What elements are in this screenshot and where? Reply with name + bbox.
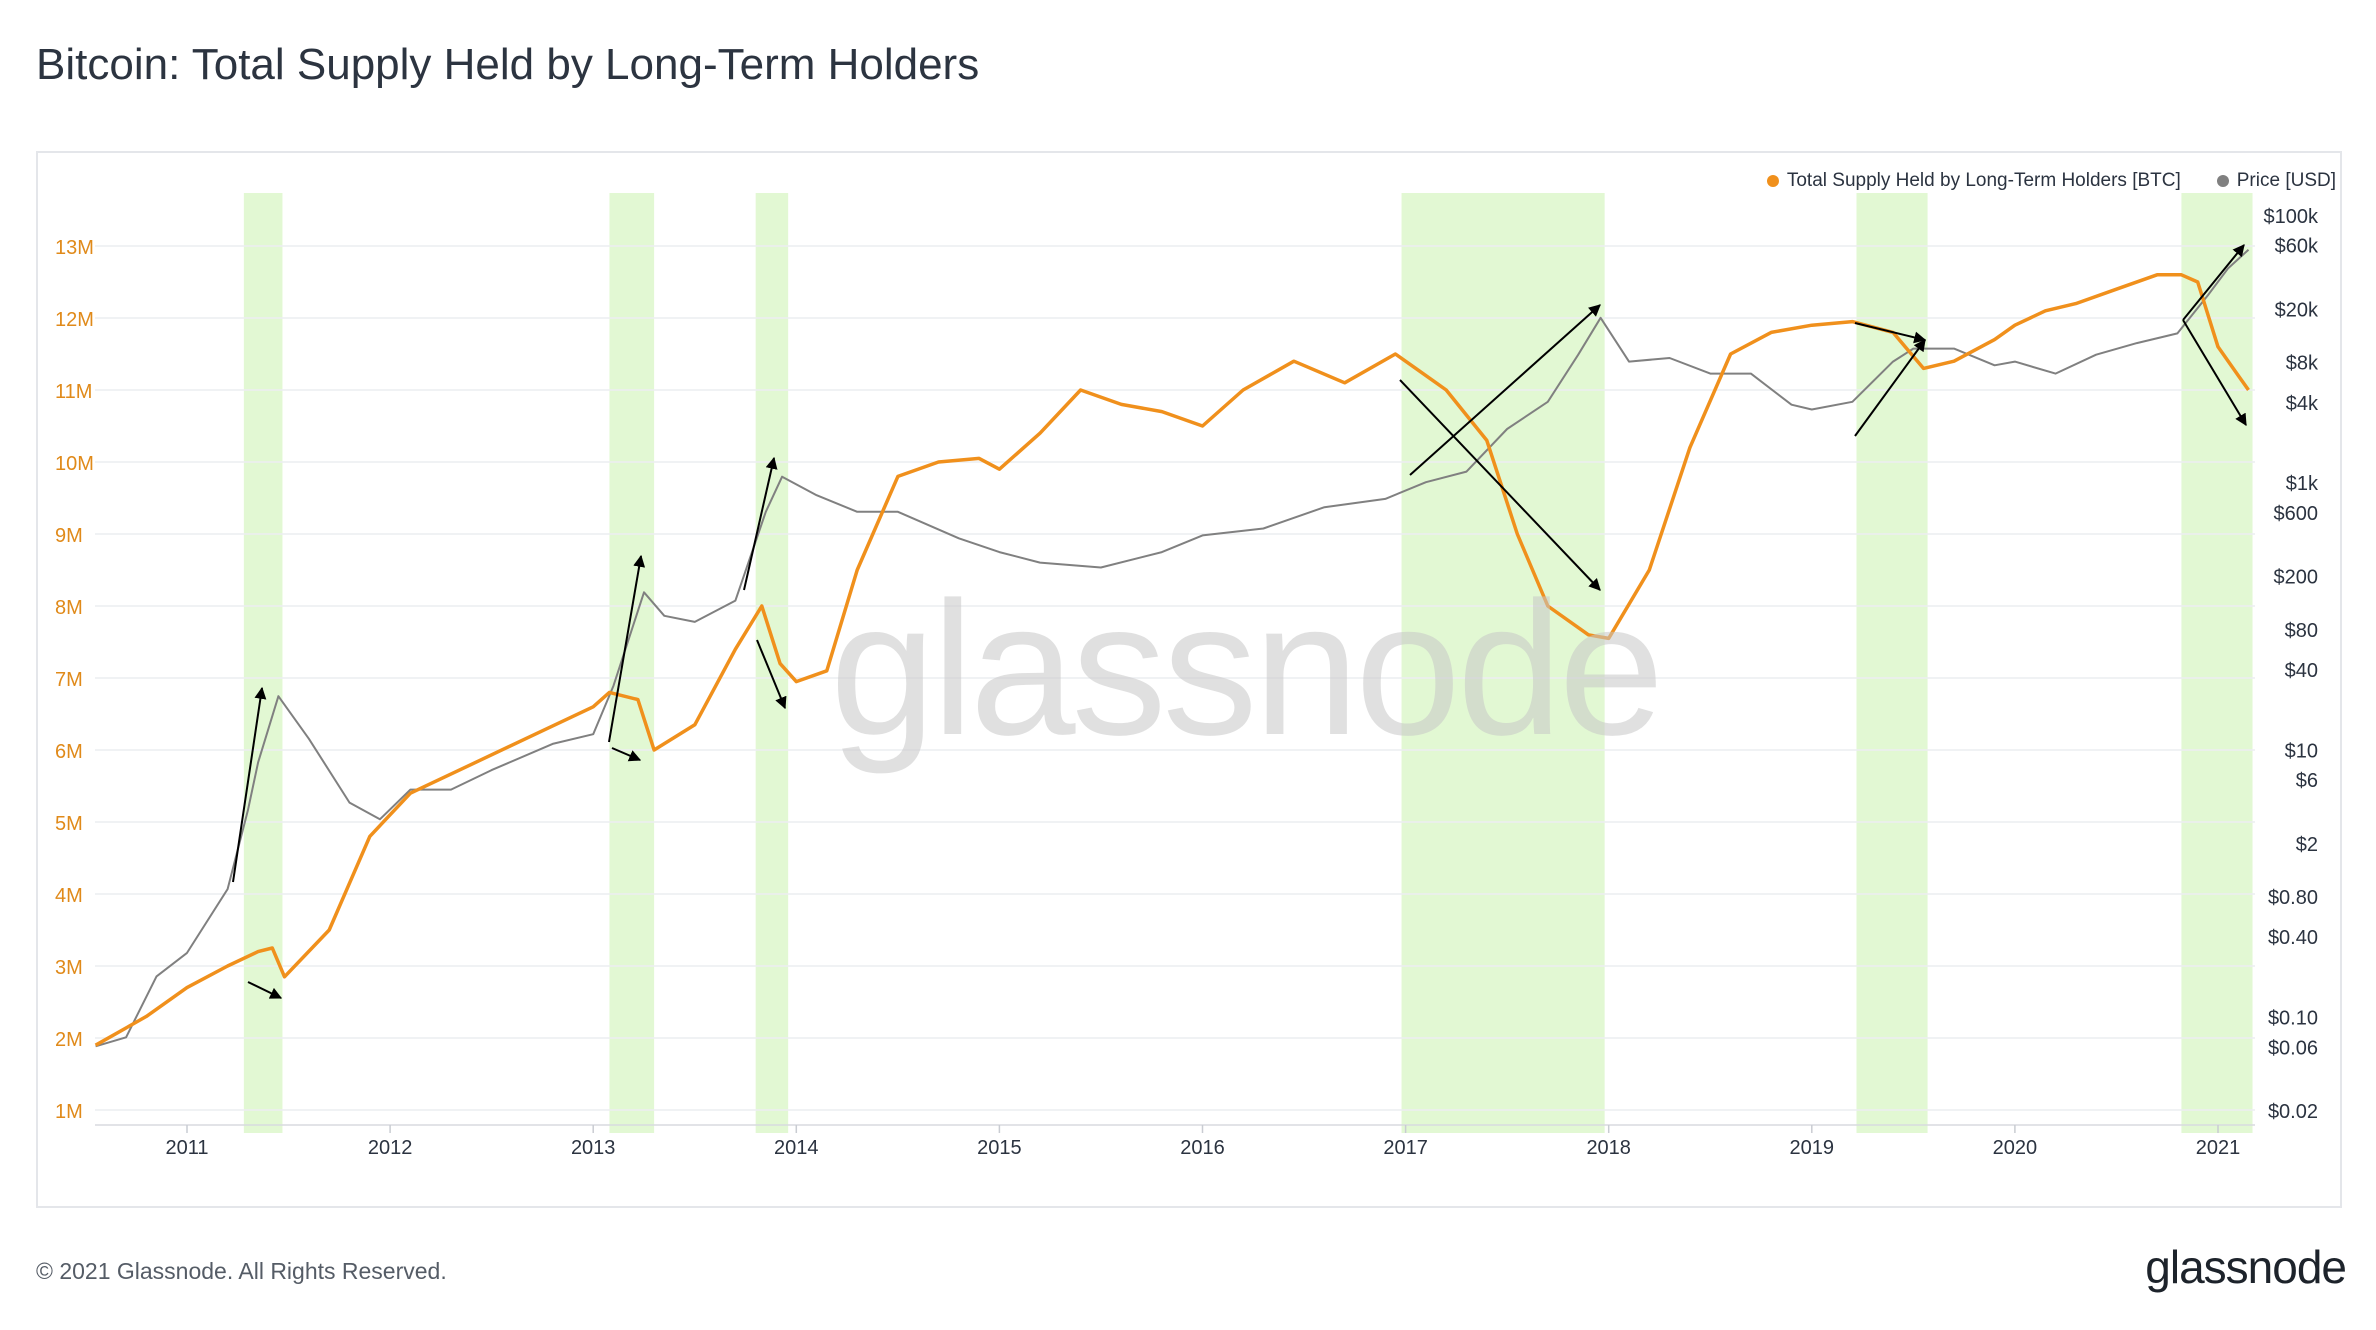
- right-tick-label: $0.80: [2268, 887, 2318, 909]
- annotation-arrow: [232, 686, 267, 883]
- highlight-band: [1401, 193, 1605, 1133]
- annotation-arrow: [1409, 304, 1601, 476]
- annotation-arrow: [2182, 319, 2247, 427]
- right-tick-label: $4k: [2286, 393, 2319, 415]
- left-tick-label: 12M: [55, 309, 94, 331]
- right-tick-label: $2: [2296, 834, 2318, 856]
- left-tick-label: 4M: [55, 885, 83, 907]
- right-tick-label: $0.10: [2268, 1008, 2318, 1030]
- right-tick-label: $8k: [2286, 353, 2319, 375]
- annotation-arrow: [756, 639, 787, 710]
- right-tick-label: $1k: [2286, 473, 2319, 495]
- copyright-text: © 2021 Glassnode. All Rights Reserved.: [36, 1258, 447, 1284]
- highlight-band: [609, 193, 655, 1133]
- left-tick-label: 13M: [55, 237, 94, 259]
- annotation-arrow: [247, 981, 283, 999]
- chart-frame: [36, 151, 2342, 1208]
- legend: Total Supply Held by Long-Term Holders […: [1766, 170, 2336, 192]
- left-axis-ticks: 1M 2M 3M 4M 5M 6M 7M 8M 9M 10M 11M 12M 13M: [55, 237, 94, 1123]
- legend-dot-icon: [1766, 175, 1779, 187]
- glassnode-logo[interactable]: glassnode: [2145, 1241, 2347, 1293]
- annotation-arrow: [611, 747, 642, 762]
- x-tick-label: 2011: [165, 1137, 208, 1159]
- right-tick-label: $0.06: [2268, 1037, 2318, 1059]
- x-tick-label: 2016: [1180, 1137, 1225, 1159]
- right-tick-label: $6: [2296, 770, 2318, 792]
- left-tick-label: 9M: [55, 525, 83, 547]
- grid-lines: [95, 245, 2255, 1126]
- left-tick-label: 2M: [55, 1029, 83, 1051]
- annotation-arrow: [608, 554, 646, 743]
- left-tick-label: 1M: [55, 1101, 83, 1123]
- x-tick-label: 2017: [1383, 1137, 1428, 1159]
- x-tick-label: 2014: [774, 1137, 819, 1159]
- highlight-bands: [243, 193, 2253, 1133]
- right-tick-label: $0.40: [2268, 927, 2318, 949]
- annotation-arrow: [2182, 244, 2245, 321]
- right-tick-label: $60k: [2275, 236, 2319, 258]
- legend-label: Price [USD]: [2236, 170, 2336, 191]
- highlight-band: [1856, 193, 1928, 1133]
- annotation-arrow: [1854, 322, 1927, 344]
- watermark: glassnode: [830, 563, 1664, 775]
- right-tick-label: $10: [2285, 740, 2318, 762]
- x-tick-label: 2015: [977, 1137, 1022, 1159]
- right-tick-label: $20k: [2275, 299, 2319, 321]
- right-tick-label: $100k: [2264, 206, 2319, 228]
- left-tick-label: 11M: [55, 381, 92, 403]
- legend-dot-icon: [2216, 175, 2229, 187]
- left-tick-label: 3M: [55, 957, 83, 979]
- highlight-band: [2181, 193, 2253, 1133]
- right-axis-ticks: $0.02 $0.06 $0.10 $0.40 $0.80 $2 $6 $10 $40 $80 $2…: [2264, 206, 2319, 1123]
- highlight-band: [755, 193, 789, 1133]
- x-tick-label: 2020: [1993, 1137, 2038, 1159]
- x-tick-label: 2018: [1586, 1137, 1631, 1159]
- annotation-arrow: [1399, 379, 1601, 591]
- left-tick-label: 8M: [55, 597, 83, 619]
- right-tick-label: $40: [2285, 660, 2318, 682]
- right-tick-label: $0.02: [2268, 1101, 2318, 1123]
- left-tick-label: 6M: [55, 741, 83, 763]
- annotation-arrow: [743, 456, 778, 591]
- right-tick-label: $600: [2274, 503, 2319, 525]
- lth-supply-line: [94, 273, 2250, 1047]
- x-tick-label: 2013: [571, 1137, 616, 1159]
- left-tick-label: 5M: [55, 813, 83, 835]
- x-axis-ticks: 2011 2012 2013 2014 2015 2016 2017 2018 2019 2020…: [165, 1125, 2240, 1159]
- series-lines: [94, 244, 2250, 1048]
- x-tick-label: 2019: [1790, 1137, 1835, 1159]
- left-tick-label: 7M: [55, 669, 83, 691]
- right-tick-label: $80: [2285, 620, 2318, 642]
- left-tick-label: 10M: [55, 453, 94, 475]
- highlight-band: [243, 193, 283, 1133]
- legend-item-price[interactable]: Price [USD]: [2216, 170, 2336, 192]
- annotation-arrow: [1854, 339, 1926, 437]
- x-tick-label: 2012: [368, 1137, 413, 1159]
- legend-item-lth-supply[interactable]: Total Supply Held by Long-Term Holders […: [1766, 170, 2181, 192]
- right-tick-label: $200: [2274, 567, 2319, 589]
- page-title: Bitcoin: Total Supply Held by Long-Term …: [36, 40, 980, 89]
- legend-label: Total Supply Held by Long-Term Holders […: [1786, 170, 2181, 191]
- x-tick-label: 2021: [2196, 1137, 2241, 1159]
